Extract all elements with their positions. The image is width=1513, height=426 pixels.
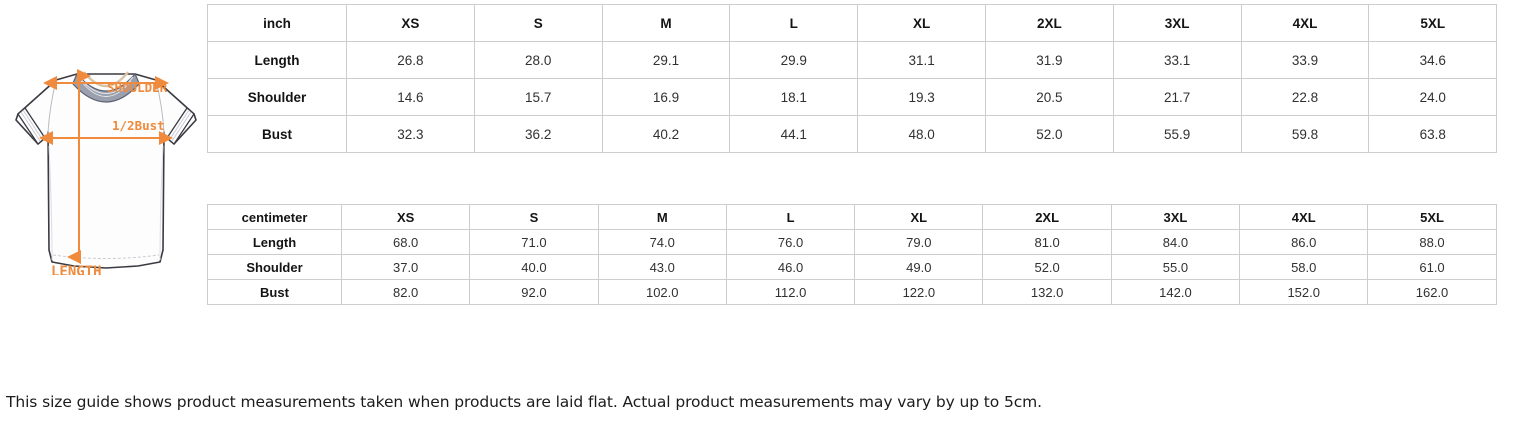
cell-shoulder-l: 46.0	[725, 254, 856, 280]
cell-length-2xl: 81.0	[982, 229, 1112, 255]
cell-length-m: 74.0	[597, 229, 727, 255]
cell-shoulder-xl: 49.0	[854, 254, 984, 280]
table-row-shoulder: Shoulder 14.6 15.7 16.9 18.1 19.3 20.5 2…	[207, 78, 1498, 116]
column-header-s: S	[469, 204, 599, 230]
cell-length-xl: 79.0	[854, 229, 984, 255]
cell-shoulder-s: 15.7	[473, 78, 603, 116]
cell-shoulder-m: 43.0	[597, 254, 727, 280]
table-row-shoulder: Shoulder 37.0 40.0 43.0 46.0 49.0 52.0 5…	[207, 254, 1497, 280]
cell-shoulder-xs: 37.0	[340, 254, 471, 280]
size-guide-footnote: This size guide shows product measuremen…	[6, 393, 1042, 411]
cell-length-3xl: 33.1	[1112, 41, 1242, 79]
column-header-4xl: 4XL	[1239, 204, 1369, 230]
cell-length-xs: 26.8	[346, 41, 475, 79]
row-label-bust: Bust	[207, 115, 347, 153]
cell-length-4xl: 33.9	[1240, 41, 1370, 79]
cell-bust-l: 44.1	[729, 115, 859, 153]
cell-length-5xl: 34.6	[1368, 41, 1498, 79]
column-header-xl: XL	[854, 204, 984, 230]
cell-length-4xl: 86.0	[1239, 229, 1369, 255]
cell-length-xs: 68.0	[340, 229, 471, 255]
bust-label: 1/2Bust	[112, 118, 165, 133]
cell-shoulder-m: 16.9	[601, 78, 731, 116]
table-row-bust: Bust 32.3 36.2 40.2 44.1 48.0 52.0 55.9 …	[207, 115, 1498, 153]
cell-bust-5xl: 162.0	[1367, 279, 1497, 305]
cell-shoulder-xs: 14.6	[346, 78, 475, 116]
cell-length-5xl: 88.0	[1367, 229, 1497, 255]
cell-length-m: 29.1	[601, 41, 731, 79]
column-header-4xl: 4XL	[1240, 4, 1370, 42]
cell-bust-5xl: 63.8	[1368, 115, 1498, 153]
cell-length-3xl: 84.0	[1110, 229, 1241, 255]
cell-bust-m: 102.0	[597, 279, 727, 305]
cell-length-xl: 31.1	[857, 41, 986, 79]
cell-shoulder-3xl: 55.0	[1110, 254, 1241, 280]
shoulder-label: SHOULDER	[107, 80, 168, 95]
cell-shoulder-4xl: 58.0	[1239, 254, 1369, 280]
cell-shoulder-5xl: 61.0	[1367, 254, 1497, 280]
row-label-shoulder: Shoulder	[207, 78, 347, 116]
column-header-xl: XL	[857, 4, 986, 42]
table-header-row: centimeter XS S M L XL 2XL 3XL 4XL 5XL	[207, 204, 1497, 230]
length-measure-arrow: LENGTH	[51, 69, 102, 275]
cell-shoulder-xl: 19.3	[857, 78, 986, 116]
column-header-2xl: 2XL	[984, 4, 1114, 42]
cell-shoulder-l: 18.1	[729, 78, 859, 116]
cell-shoulder-2xl: 52.0	[982, 254, 1112, 280]
cell-bust-s: 36.2	[473, 115, 603, 153]
column-header-l: L	[729, 4, 859, 42]
column-header-5xl: 5XL	[1367, 204, 1497, 230]
cell-length-2xl: 31.9	[984, 41, 1114, 79]
cell-shoulder-3xl: 21.7	[1112, 78, 1242, 116]
cell-shoulder-2xl: 20.5	[984, 78, 1114, 116]
cell-length-s: 71.0	[469, 229, 599, 255]
row-label-shoulder: Shoulder	[207, 254, 342, 280]
cell-bust-s: 92.0	[469, 279, 599, 305]
column-header-xs: XS	[346, 4, 475, 42]
cell-shoulder-s: 40.0	[469, 254, 599, 280]
size-table-inch: inch XS S M L XL 2XL 3XL 4XL 5XL Length …	[207, 4, 1498, 153]
cell-bust-2xl: 132.0	[982, 279, 1112, 305]
cell-bust-3xl: 142.0	[1110, 279, 1241, 305]
cell-bust-xl: 48.0	[857, 115, 986, 153]
unit-header-inch: inch	[207, 4, 347, 42]
column-header-l: L	[725, 204, 856, 230]
cell-shoulder-5xl: 24.0	[1368, 78, 1498, 116]
cell-bust-xs: 32.3	[346, 115, 475, 153]
cell-bust-3xl: 55.9	[1112, 115, 1242, 153]
row-label-bust: Bust	[207, 279, 342, 305]
column-header-2xl: 2XL	[982, 204, 1112, 230]
column-header-xs: XS	[340, 204, 471, 230]
cell-bust-4xl: 152.0	[1239, 279, 1369, 305]
size-table-centimeter: centimeter XS S M L XL 2XL 3XL 4XL 5XL L…	[207, 204, 1497, 305]
column-header-3xl: 3XL	[1112, 4, 1242, 42]
cell-length-l: 76.0	[725, 229, 856, 255]
cell-bust-xs: 82.0	[340, 279, 471, 305]
table-row-bust: Bust 82.0 92.0 102.0 112.0 122.0 132.0 1…	[207, 279, 1497, 305]
cell-bust-xl: 122.0	[854, 279, 984, 305]
column-header-5xl: 5XL	[1368, 4, 1498, 42]
column-header-m: M	[601, 4, 731, 42]
tshirt-outline	[15, 73, 197, 269]
unit-header-centimeter: centimeter	[207, 204, 342, 230]
cell-bust-4xl: 59.8	[1240, 115, 1370, 153]
length-label: LENGTH	[51, 264, 102, 275]
column-header-3xl: 3XL	[1110, 204, 1241, 230]
column-header-s: S	[473, 4, 603, 42]
row-label-length: Length	[207, 229, 342, 255]
cell-bust-l: 112.0	[725, 279, 856, 305]
table-header-row: inch XS S M L XL 2XL 3XL 4XL 5XL	[207, 4, 1498, 42]
row-label-length: Length	[207, 41, 347, 79]
cell-bust-m: 40.2	[601, 115, 731, 153]
table-row-length: Length 26.8 28.0 29.1 29.9 31.1 31.9 33.…	[207, 41, 1498, 79]
cell-length-l: 29.9	[729, 41, 859, 79]
table-row-length: Length 68.0 71.0 74.0 76.0 79.0 81.0 84.…	[207, 229, 1497, 255]
cell-length-s: 28.0	[473, 41, 603, 79]
cell-bust-2xl: 52.0	[984, 115, 1114, 153]
tshirt-measurement-diagram: SHOULDER 1/2Bust LENGTH	[15, 69, 197, 275]
column-header-m: M	[597, 204, 727, 230]
cell-shoulder-4xl: 22.8	[1240, 78, 1370, 116]
